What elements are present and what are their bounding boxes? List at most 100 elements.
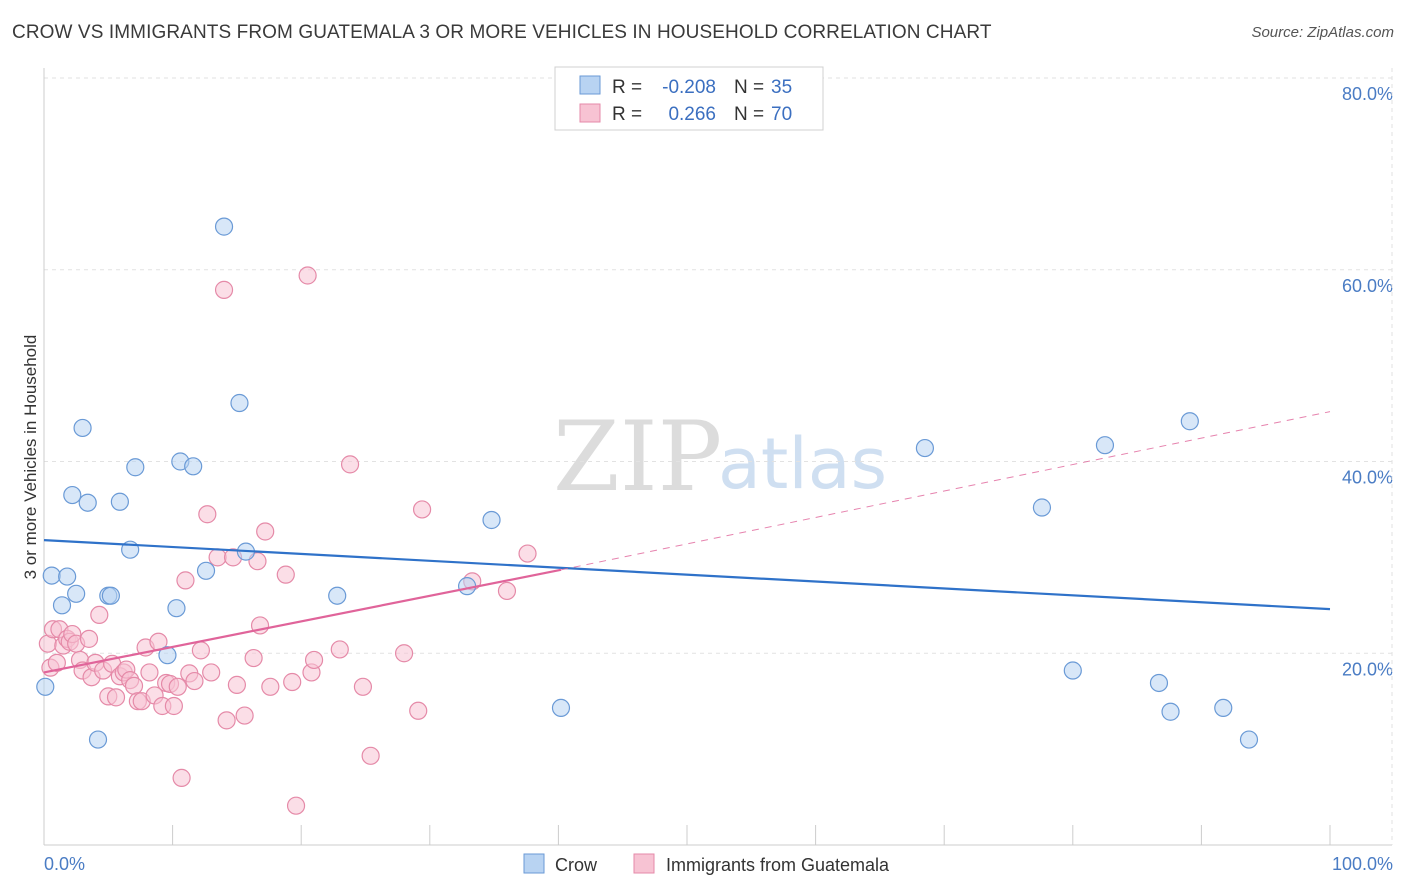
guatemala-points xyxy=(38,266,537,815)
crow-point xyxy=(1149,673,1169,693)
guatemala-point xyxy=(140,663,159,682)
legend-guatemala-swatch xyxy=(579,103,601,123)
guatemala-point xyxy=(283,672,302,692)
crow-point xyxy=(214,217,234,236)
axes: 20.0% 40.0% 60.0% 80.0% 0.0% 100.0% xyxy=(43,68,1393,874)
guatemala-point xyxy=(164,696,183,716)
crow-point xyxy=(67,584,86,603)
crow-point xyxy=(167,599,186,618)
crow-point xyxy=(63,485,82,505)
guatemala-trend-line xyxy=(43,568,562,674)
guatemala-point xyxy=(304,650,324,670)
crow-point xyxy=(52,596,72,615)
legend-crow-r-value: -0.208 xyxy=(662,77,716,98)
legend-guatemala-r-value: 0.266 xyxy=(668,104,716,125)
crow-point xyxy=(230,393,249,413)
crow-point xyxy=(126,458,145,477)
crow-point xyxy=(457,577,477,596)
crow-point xyxy=(88,730,108,749)
legend-crow-swatch xyxy=(579,75,601,95)
guatemala-point xyxy=(235,706,254,725)
bottom-legend-guatemala-swatch xyxy=(633,853,655,874)
crow-point xyxy=(328,586,347,605)
guatemala-point xyxy=(124,676,144,695)
guatemala-trend-extension xyxy=(560,411,1331,571)
guatemala-point xyxy=(353,677,373,696)
guatemala-point xyxy=(106,688,126,707)
crow-point xyxy=(1032,498,1052,517)
x-tick-label-max: 100.0% xyxy=(1332,854,1393,874)
watermark-atlas: atlas xyxy=(718,423,887,505)
gridlines xyxy=(44,77,1392,654)
legend-guatemala-r-label: R = xyxy=(612,104,642,125)
crow-points xyxy=(36,217,1259,749)
crow-point xyxy=(42,566,61,585)
trend-lines xyxy=(43,411,1331,674)
guatemala-point xyxy=(191,641,210,660)
guatemala-point xyxy=(202,663,221,682)
guatemala-point xyxy=(168,677,187,696)
legend-crow-n-label: N = xyxy=(734,77,764,98)
legend-crow-r-label: R = xyxy=(612,77,642,98)
crow-point xyxy=(1180,412,1199,431)
guatemala-point xyxy=(361,746,380,765)
y-tick-label: 60.0% xyxy=(1342,276,1393,296)
bottom-legend-crow-swatch xyxy=(523,853,545,874)
crow-point xyxy=(1214,698,1233,717)
guatemala-point xyxy=(176,571,195,590)
guatemala-point xyxy=(244,648,263,668)
guatemala-point xyxy=(298,266,317,285)
crow-point xyxy=(101,586,120,605)
crow-point xyxy=(1239,730,1259,749)
guatemala-point xyxy=(409,701,428,720)
guatemala-point xyxy=(227,675,246,694)
crow-point xyxy=(36,677,55,696)
crow-point xyxy=(1063,661,1082,680)
crow-point xyxy=(915,438,935,458)
x-tick-label-min: 0.0% xyxy=(44,854,85,874)
guatemala-point xyxy=(172,768,191,787)
guatemala-point xyxy=(340,455,360,474)
guatemala-point xyxy=(286,796,306,815)
crow-point xyxy=(1095,436,1115,455)
crow-point xyxy=(110,492,129,511)
guatemala-point xyxy=(394,644,414,663)
crow-point xyxy=(73,418,92,438)
crow-point xyxy=(196,561,216,580)
guatemala-point xyxy=(90,605,109,625)
crow-point xyxy=(158,646,177,665)
guatemala-point xyxy=(217,711,236,730)
stats-legend: R = -0.208 N = 35 R = 0.266 N = 70 xyxy=(554,66,824,131)
guatemala-point xyxy=(412,500,432,519)
guatemala-point xyxy=(330,640,349,659)
guatemala-point xyxy=(276,565,295,584)
crow-point xyxy=(58,567,77,586)
guatemala-point xyxy=(214,280,234,299)
crow-point xyxy=(78,493,97,512)
bottom-legend-crow-label: Crow xyxy=(555,855,598,875)
crow-point xyxy=(482,510,501,530)
crow-point xyxy=(184,457,203,476)
chart-title: CROW VS IMMIGRANTS FROM GUATEMALA 3 OR M… xyxy=(12,22,992,43)
guatemala-point xyxy=(198,505,217,524)
guatemala-point xyxy=(47,653,66,672)
watermark-zip: ZIP xyxy=(553,401,722,513)
guatemala-point xyxy=(261,677,280,696)
guatemala-point xyxy=(256,522,275,541)
legend-guatemala-n-label: N = xyxy=(734,104,764,125)
series-legend: Crow Immigrants from Guatemala xyxy=(523,853,890,875)
y-tick-label: 20.0% xyxy=(1342,659,1393,679)
crow-trend-line xyxy=(43,539,1331,611)
legend-crow-n-value: 35 xyxy=(771,77,792,98)
y-axis-label: 3 or more Vehicles in Household xyxy=(21,335,40,580)
y-tick-label: 40.0% xyxy=(1342,468,1393,488)
guatemala-point xyxy=(79,629,99,648)
source-credit: Source: ZipAtlas.com xyxy=(1251,24,1394,41)
y-tick-label: 80.0% xyxy=(1342,84,1393,104)
guatemala-point xyxy=(518,544,537,563)
crow-point xyxy=(1161,702,1180,721)
legend-guatemala-n-value: 70 xyxy=(771,104,792,125)
guatemala-point xyxy=(185,671,204,691)
bottom-legend-guatemala-label: Immigrants from Guatemala xyxy=(666,855,890,875)
